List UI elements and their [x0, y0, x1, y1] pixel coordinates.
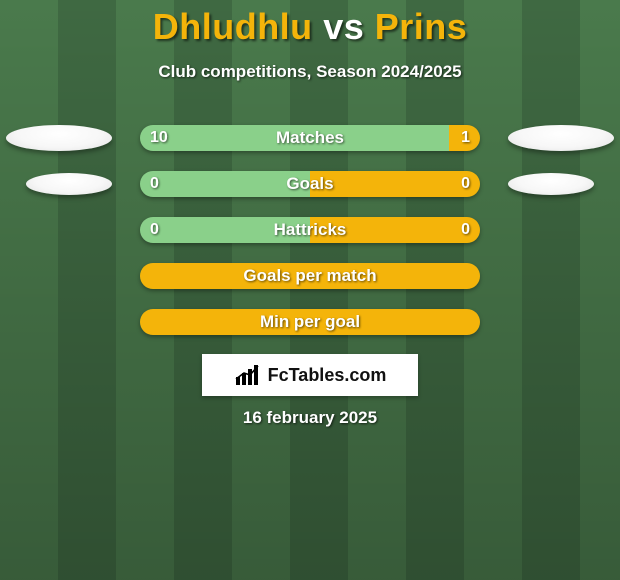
stat-bar-left — [140, 125, 449, 151]
footer-brand-text: FcTables.com — [268, 365, 387, 386]
stat-bar-fill — [140, 309, 480, 335]
stat-bar-right — [310, 171, 480, 197]
stat-value-right: 1 — [461, 125, 470, 151]
stat-bar — [140, 309, 480, 335]
title-vs: vs — [323, 6, 375, 47]
stat-value-left: 10 — [150, 125, 168, 151]
date-line: 16 february 2025 — [0, 408, 620, 428]
stat-bar-left — [140, 171, 310, 197]
stat-value-right: 0 — [461, 217, 470, 243]
page-title: Dhludhlu vs Prins — [0, 6, 620, 48]
stat-value-left: 0 — [150, 171, 159, 197]
comparison-infographic: Dhludhlu vs Prins Club competitions, Sea… — [0, 0, 620, 580]
title-player2: Prins — [375, 6, 468, 47]
stat-bar — [140, 171, 480, 197]
title-player1: Dhludhlu — [153, 6, 323, 47]
footer-badge: FcTables.com — [202, 354, 418, 396]
flank-ellipse-right — [508, 125, 614, 151]
stat-bar-fill — [140, 263, 480, 289]
flank-ellipse-left — [6, 125, 112, 151]
stat-row: Goals00 — [0, 171, 620, 197]
bars-icon — [234, 363, 262, 387]
stat-bar-right — [310, 217, 480, 243]
stat-bar — [140, 217, 480, 243]
stat-row: Matches101 — [0, 125, 620, 151]
stat-row: Hattricks00 — [0, 217, 620, 243]
stat-value-left: 0 — [150, 217, 159, 243]
stat-bar — [140, 125, 480, 151]
stat-row: Goals per match — [0, 263, 620, 289]
stat-bar-left — [140, 217, 310, 243]
flank-ellipse-right — [508, 173, 594, 195]
subtitle: Club competitions, Season 2024/2025 — [0, 62, 620, 82]
stat-value-right: 0 — [461, 171, 470, 197]
flank-ellipse-left — [26, 173, 112, 195]
stat-row: Min per goal — [0, 309, 620, 335]
stat-bar — [140, 263, 480, 289]
